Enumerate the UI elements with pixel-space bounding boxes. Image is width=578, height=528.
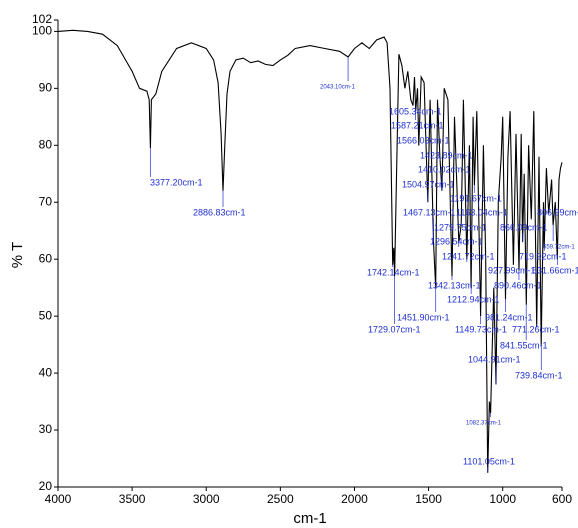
annotation-label: 1587.21cm-1 xyxy=(391,120,444,130)
y-tick-label: 70 xyxy=(39,194,53,208)
annotation-label: 771.26cm-1 xyxy=(512,324,560,334)
annotation-label: 1082.37cm-1 xyxy=(466,421,502,427)
annotation-label: 1729.07cm-1 xyxy=(368,324,421,334)
annotation-label: 1605.34cm-1 xyxy=(389,106,442,116)
x-tick-label: 3000 xyxy=(193,492,220,506)
y-tick-label: 80 xyxy=(39,137,53,151)
annotation-label: 2886.83cm-1 xyxy=(193,207,246,217)
y-axis-label: % T xyxy=(9,242,26,268)
annotation-label: 1410.02cm-1 xyxy=(418,164,471,174)
x-axis-label: cm-1 xyxy=(293,510,326,527)
annotation-label: 927.99cm-1 xyxy=(488,265,536,275)
y-tick-label: 100 xyxy=(32,24,52,38)
annotation-label: 1241.72cm-1 xyxy=(442,251,495,261)
y-tick-label: 60 xyxy=(39,251,53,265)
annotation-label: 1451.90cm-1 xyxy=(397,312,450,322)
x-tick-label: 2500 xyxy=(267,492,294,506)
annotation-label: 1342.13cm-1 xyxy=(428,280,481,290)
y-tick-label: 50 xyxy=(39,308,53,322)
annotation-label: 3377.20cm-1 xyxy=(150,177,203,187)
annotation-label: 1742.14cm-1 xyxy=(367,267,420,277)
annotation-label: 1423.89cm-1 xyxy=(420,150,473,160)
annotation-label: 739.84cm-1 xyxy=(515,370,563,380)
x-tick-label: 1000 xyxy=(489,492,516,506)
annotation-label: 1101.05cm-1 xyxy=(463,456,515,466)
annotation-label: 866.09cm-1 xyxy=(500,222,548,232)
annotation-label: 659.72cm-1 xyxy=(543,245,575,251)
annotation-label: 806.99cm-1 xyxy=(537,207,578,217)
x-tick-label: 600 xyxy=(552,492,572,506)
y-tick-label: 90 xyxy=(39,81,53,95)
x-tick-label: 4000 xyxy=(45,492,72,506)
y-tick-label: 30 xyxy=(39,422,53,436)
annotation-label: 1149.73cm-1 xyxy=(455,324,507,334)
x-tick-label: 2000 xyxy=(341,492,368,506)
y-tick-label: 40 xyxy=(39,365,53,379)
annotation-label: 1467.13cm-1 xyxy=(403,207,456,217)
x-tick-label: 3500 xyxy=(119,492,146,506)
annotation-label: 1566.03cm-1 xyxy=(397,135,450,145)
y-tick-label: 20 xyxy=(39,479,53,493)
annotation-label: 719.92cm-1 xyxy=(519,251,567,261)
annotation-label: 1296.54cm-1 xyxy=(430,236,483,246)
annotation-label: 1279.75cm-1 xyxy=(434,222,487,232)
annotation-label: 631.66cm-1 xyxy=(532,265,578,275)
annotation-label: 1044.91cm-1 xyxy=(468,354,521,364)
annotation-label: 841.55cm-1 xyxy=(500,340,548,350)
annotation-label: 1191.67cm-1 xyxy=(450,193,502,203)
annotation-label: 1163.04cm-1 xyxy=(456,207,508,217)
annotation-label: 890.46cm-1 xyxy=(494,280,542,290)
annotation-label: 1504.97cm-1 xyxy=(402,179,455,189)
annotation-label: 2043.10cm-1 xyxy=(320,85,356,91)
annotation-label: 981.24cm-1 xyxy=(485,312,533,322)
annotation-label: 1212.94cm-1 xyxy=(447,294,500,304)
y-tick-label: 102 xyxy=(32,12,52,26)
x-tick-label: 1500 xyxy=(415,492,442,506)
